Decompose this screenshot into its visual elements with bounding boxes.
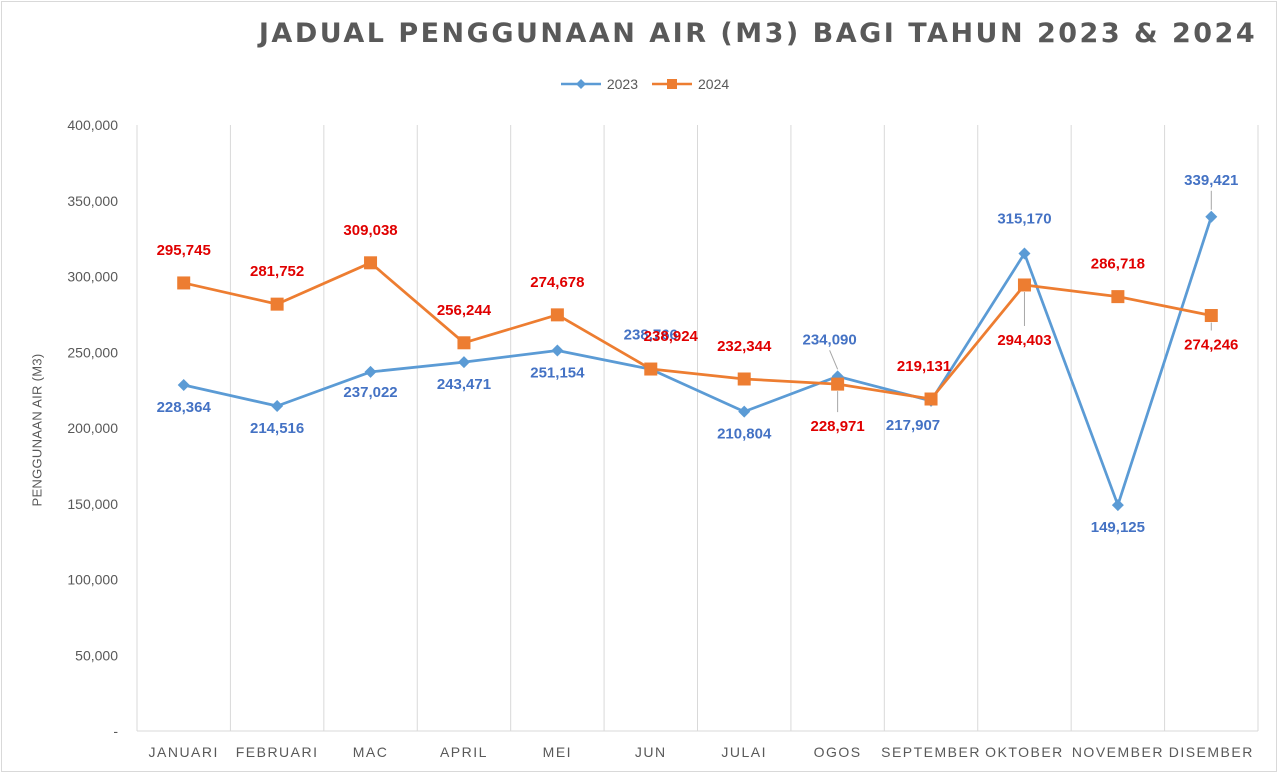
data-label-2024: 294,403 [997,332,1051,349]
data-label-2023: 210,804 [717,426,772,443]
x-tick-label: JULAI [721,744,767,760]
y-tick-label: - [113,723,118,739]
data-label-2023: 315,170 [997,211,1051,228]
legend-item-2024: 2024 [652,76,729,92]
y-tick-label: 400,000 [67,117,118,133]
x-tick-label: JANUARI [149,744,219,760]
series-line-2024 [183,261,1212,401]
y-tick-label: 50,000 [75,647,118,663]
data-point-2024 [1111,290,1125,304]
data-point-2023 [738,405,751,418]
data-point-2024 [1204,309,1218,323]
x-tick-label: OGOS [814,744,862,760]
data-label-2023: 228,364 [157,399,212,416]
x-tick-label: FEBRUARI [236,744,319,760]
data-point-2024 [270,297,284,311]
y-tick-label: 200,000 [67,420,118,436]
data-point-2024 [177,276,191,290]
data-label-2023: 237,022 [343,384,397,401]
legend-marker-2023 [560,79,601,89]
data-label-2023: 243,471 [437,376,491,393]
x-tick-label: APRIL [440,744,488,760]
y-tick-label: 100,000 [67,572,118,588]
x-tick-label: DISEMBER [1169,744,1254,760]
data-point-2024 [644,362,658,376]
x-tick-label: NOVEMBER [1072,744,1164,760]
data-label-2024: 256,244 [437,302,492,319]
data-label-2024: 274,246 [1184,337,1238,354]
data-point-2024 [457,336,471,350]
data-point-2023 [1111,499,1124,512]
data-label-2024: 286,718 [1091,256,1145,273]
data-point-2023 [364,365,377,378]
data-label-2023: 234,090 [803,331,857,348]
y-tick-label: 150,000 [67,496,118,512]
legend-item-2023: 2023 [560,76,638,92]
data-point-2024 [1017,278,1031,292]
data-label-2024: 295,745 [157,242,211,259]
y-tick-label: 300,000 [67,269,118,285]
series-line-2023 [183,216,1213,507]
x-tick-label: OKTOBER [985,744,1064,760]
data-label-leader [829,350,839,370]
data-label-2023: 217,907 [886,417,940,434]
y-tick-label: 350,000 [67,193,118,209]
data-label-2023: 214,516 [250,420,304,437]
data-label-2023: 149,125 [1091,519,1145,536]
data-label-2023: 339,421 [1184,172,1238,189]
x-tick-label: JUN [635,744,667,760]
x-tick-label: MAC [353,744,389,760]
legend: 2023 2024 [0,76,1280,92]
data-label-2024: 219,131 [897,358,951,375]
data-point-2024 [831,377,845,391]
legend-label-2024: 2024 [698,76,730,92]
data-label-2024: 281,752 [250,263,304,280]
data-label-2024: 309,038 [343,222,397,239]
data-point-2023 [457,356,470,369]
data-label-2023: 251,154 [530,365,585,382]
legend-marker-2024 [652,79,692,89]
data-point-2024 [364,256,378,270]
data-label-2023: 238,766 [624,326,678,343]
data-point-2023 [1205,210,1218,223]
x-tick-label: MEI [543,744,572,760]
data-point-2024 [924,392,938,406]
data-label-2024: 232,344 [717,338,772,355]
data-label-2024: 228,971 [811,418,865,435]
y-tick-label: 250,000 [67,344,118,360]
legend-label-2023: 2023 [606,76,638,92]
data-point-2023 [177,379,190,392]
data-point-2023 [551,344,564,357]
x-tick-label: SEPTEMBER [881,744,981,760]
chart-title: JADUAL PENGGUNAAN AIR (M3) BAGI TAHUN 20… [258,18,1258,49]
data-point-2024 [737,372,751,386]
data-point-2023 [271,400,284,413]
data-label-2024: 274,678 [530,274,584,291]
data-point-2023 [1018,247,1031,260]
data-point-2024 [550,308,564,322]
data-label-2024: 238,924 [644,328,699,345]
